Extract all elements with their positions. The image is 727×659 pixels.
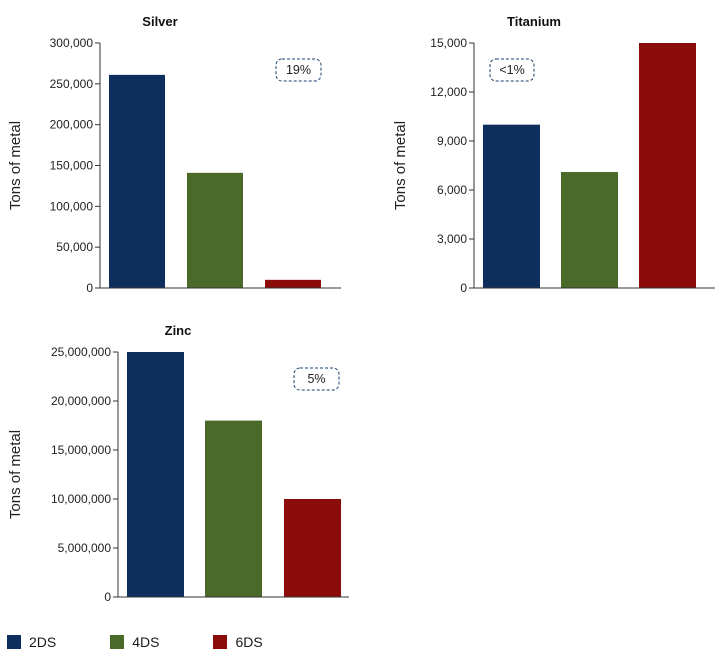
annotation-badge	[275, 58, 322, 82]
y-tick-label: 5,000,000	[58, 541, 112, 555]
y-axis-label: Tons of metal	[7, 121, 24, 210]
legend-item-2ds: 2DS	[0, 634, 56, 650]
annotation-text: 19%	[286, 63, 311, 77]
legend-swatch-6ds	[213, 635, 228, 649]
bar-4ds	[561, 172, 618, 288]
y-tick-label: 250,000	[50, 77, 94, 91]
annotation-text: <1%	[499, 63, 524, 77]
y-tick-label: 6,000	[437, 183, 467, 197]
annotation-text: 5%	[307, 372, 325, 386]
legend-item-4ds: 4DS	[103, 634, 159, 650]
y-tick-label: 20,000,000	[51, 394, 111, 408]
y-tick-label: 300,000	[50, 36, 94, 50]
y-tick-label: 100,000	[50, 199, 94, 213]
chart-titanium: Titanium Tons of metal 0 3,000 6,000 9,000 12,…	[392, 14, 715, 295]
annotation-badge	[489, 58, 535, 82]
y-tick-label: 25,000,000	[51, 345, 111, 359]
y-tick-label: 9,000	[437, 134, 467, 148]
legend: 2DS 4DS 6DS	[0, 630, 310, 654]
bar-2ds	[109, 74, 165, 288]
bar-4ds	[187, 172, 243, 288]
bar-6ds	[265, 279, 321, 288]
chart-title: Zinc	[165, 323, 192, 338]
legend-swatch-4ds	[110, 635, 125, 649]
legend-label-6ds: 6DS	[235, 634, 263, 650]
y-tick-label: 50,000	[56, 240, 93, 254]
y-tick-label: 200,000	[50, 118, 94, 132]
bar-6ds	[284, 499, 341, 597]
y-tick-label: 3,000	[437, 232, 467, 246]
chart-silver: Silver Tons of metal 0 50,000 100,000 150,000…	[7, 14, 341, 295]
legend-label-4ds: 4DS	[132, 634, 160, 650]
bar-4ds	[205, 420, 262, 597]
bar-2ds	[127, 352, 184, 597]
y-axis-label: Tons of metal	[7, 430, 24, 519]
bar-2ds	[483, 124, 540, 289]
y-tick-label: 0	[104, 590, 111, 604]
y-tick-label: 150,000	[50, 159, 94, 173]
charts-canvas: Silver Tons of metal 0 50,000 100,000 150,000…	[7, 14, 715, 604]
y-tick-label: 15,000	[430, 36, 467, 50]
y-tick-label: 0	[460, 281, 467, 295]
legend-item-6ds: 6DS	[206, 634, 263, 650]
y-axis-label: Tons of metal	[392, 121, 409, 210]
bar-6ds	[639, 43, 696, 288]
legend-swatch-2ds	[7, 635, 21, 649]
y-tick-label: 12,000	[430, 85, 467, 99]
chart-title: Silver	[142, 14, 177, 29]
legend-label-2ds: 2DS	[29, 634, 57, 650]
y-tick-label: 10,000,000	[51, 492, 111, 506]
y-tick-label: 0	[86, 281, 93, 295]
chart-title: Titanium	[507, 14, 561, 29]
y-tick-label: 15,000,000	[51, 443, 111, 457]
annotation-badge	[293, 367, 340, 391]
chart-zinc: Zinc Tons of metal 0 5,000,000 10,000,000 15,…	[7, 323, 349, 604]
